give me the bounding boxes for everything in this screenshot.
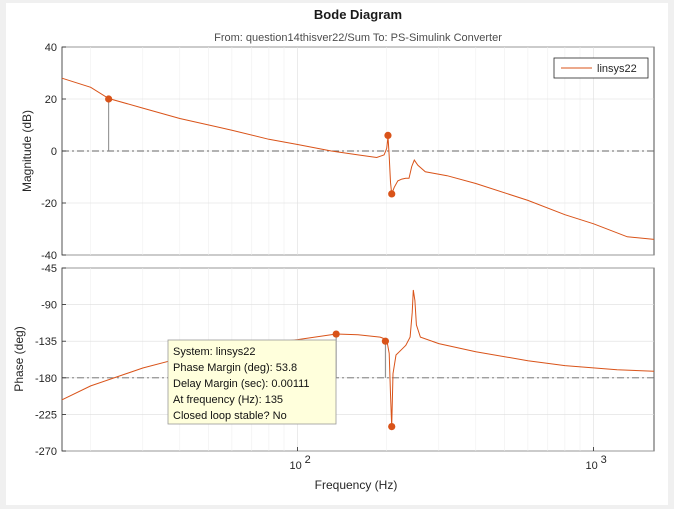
magnitude-y-tick-label: 0 bbox=[51, 146, 57, 158]
phase-y-tick-label: -180 bbox=[35, 373, 57, 385]
magnitude-marker[interactable] bbox=[388, 190, 396, 198]
phase-plot-area bbox=[61, 267, 655, 452]
phase-axis-label: Phase (deg) bbox=[12, 326, 26, 391]
x-tick-exponent: 3 bbox=[601, 454, 607, 466]
datatip-line-stability: Closed loop stable? No bbox=[173, 410, 287, 422]
datatip[interactable]: System: linsys22 Phase Margin (deg): 53.… bbox=[167, 339, 337, 425]
legend-entry-linsys22: linsys22 bbox=[597, 63, 637, 75]
datatip-line-system: System: linsys22 bbox=[173, 346, 256, 358]
phase-marker[interactable] bbox=[388, 423, 396, 431]
magnitude-y-tick-label: 40 bbox=[45, 42, 57, 54]
magnitude-markers bbox=[105, 95, 396, 198]
x-tick-label: 10 bbox=[289, 460, 301, 472]
magnitude-axis-label: Magnitude (dB) bbox=[20, 110, 34, 192]
magnitude-y-ticks: -40 -20 0 20 40 bbox=[41, 42, 66, 262]
chart-title: Bode Diagram bbox=[314, 7, 402, 22]
phase-marker[interactable] bbox=[332, 330, 340, 338]
magnitude-y-tick-label: -20 bbox=[41, 198, 57, 210]
phase-y-tick-label: -225 bbox=[35, 409, 57, 421]
x-tick-label: 10 bbox=[585, 460, 597, 472]
datatip-line-delay-margin: Delay Margin (sec): 0.00111 bbox=[173, 378, 310, 390]
phase-y-tick-label: -270 bbox=[35, 446, 57, 458]
magnitude-marker[interactable] bbox=[105, 95, 113, 103]
magnitude-marker[interactable] bbox=[384, 131, 392, 139]
x-axis-label: Frequency (Hz) bbox=[315, 478, 398, 492]
datatip-box bbox=[167, 339, 337, 425]
phase-y-tick-label: -90 bbox=[41, 300, 57, 312]
phase-y-ticks: -270 -225 -180 -135 -90 -45 bbox=[35, 263, 66, 458]
datatip-line-frequency: At frequency (Hz): 135 bbox=[173, 394, 283, 406]
x-axis-ticks: 10 2 10 3 bbox=[289, 447, 607, 472]
magnitude-y-tick-label: -40 bbox=[41, 250, 57, 262]
phase-y-tick-label: -45 bbox=[41, 263, 57, 275]
phase-marker[interactable] bbox=[381, 337, 389, 345]
phase-y-tick-label: -135 bbox=[35, 336, 57, 348]
legend[interactable]: linsys22 bbox=[553, 57, 649, 79]
magnitude-y-tick-label: 20 bbox=[45, 94, 57, 106]
chart-subtitle: From: question14thisver22/Sum To: PS-Sim… bbox=[214, 32, 502, 44]
datatip-line-phase-margin: Phase Margin (deg): 53.8 bbox=[173, 362, 297, 374]
legend-box bbox=[553, 57, 649, 79]
x-tick-exponent: 2 bbox=[305, 454, 311, 466]
